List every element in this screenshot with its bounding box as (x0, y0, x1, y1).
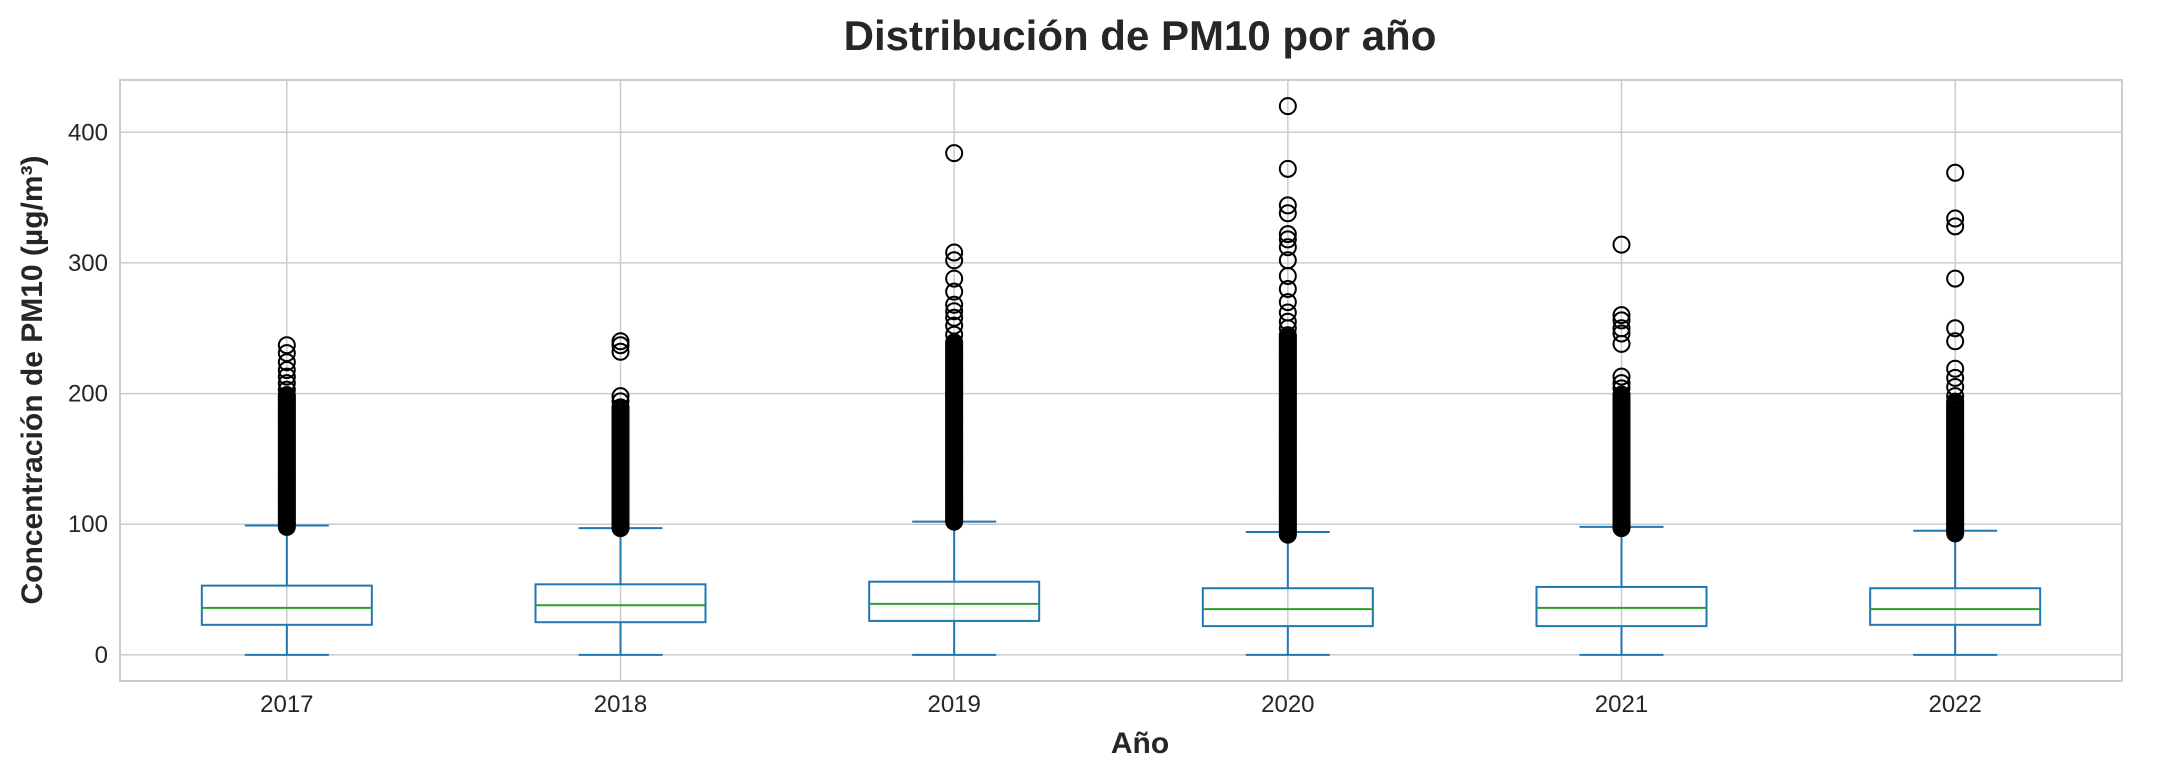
x-tick-labels: 2017 2018 2019 2020 2021 2022 (260, 691, 1982, 718)
outlier-point (1612, 319, 1631, 338)
box-plot-2022 (1869, 163, 2042, 656)
y-tick-label: 200 (68, 381, 108, 408)
outlier-point (277, 374, 296, 393)
y-tick-labels: 0 100 200 300 400 (68, 119, 108, 669)
x-tick-label: 2018 (594, 691, 647, 718)
iqr-box (534, 583, 707, 624)
iqr-box (1869, 587, 2042, 626)
grid-lines (120, 80, 2122, 681)
outlier-point (1278, 159, 1297, 178)
outlier-point (1612, 306, 1631, 325)
y-tick-label: 400 (68, 119, 108, 146)
outlier-point (1278, 225, 1297, 244)
outlier-point (1946, 319, 1965, 338)
outlier-point (611, 387, 630, 406)
outlier-point (1278, 280, 1297, 299)
outlier-point (277, 367, 296, 386)
box-plot-2018 (534, 332, 707, 656)
outlier-point (1946, 387, 1965, 406)
outlier-point (1612, 374, 1631, 393)
outlier-point (1946, 332, 1965, 351)
x-tick-label: 2020 (1261, 691, 1314, 718)
outlier-point (1946, 209, 1965, 228)
outlier-point (1278, 230, 1297, 249)
outlier-point (1278, 196, 1297, 215)
outlier-point (945, 144, 964, 163)
y-tick-label: 300 (68, 250, 108, 277)
outlier-point (945, 295, 964, 314)
box-plot-2020 (1201, 97, 1374, 656)
y-axis-title: Concentración de PM10 (µg/m³) (16, 155, 49, 604)
outlier-point (1946, 269, 1965, 288)
outlier-point (945, 302, 964, 321)
outlier-point (945, 316, 964, 335)
iqr-box (200, 584, 373, 626)
box-plot-2017 (200, 336, 373, 656)
outlier-point (1612, 311, 1631, 330)
y-tick-label: 0 (95, 642, 108, 669)
box-plot-2019 (868, 144, 1041, 656)
outlier-point (945, 269, 964, 288)
chart-title: Distribución de PM10 por año (844, 12, 1437, 59)
outlier-point (1278, 303, 1297, 322)
x-tick-label: 2022 (1928, 691, 1981, 718)
outlier-point (1278, 238, 1297, 257)
outlier-point (611, 342, 630, 361)
outlier-point (1612, 379, 1631, 398)
outlier-point (1946, 359, 1965, 378)
outlier-point (277, 386, 296, 405)
outlier-point (945, 308, 964, 327)
outlier-point (1946, 217, 1965, 236)
iqr-box (1201, 587, 1374, 628)
y-tick-label: 100 (68, 511, 108, 538)
x-tick-label: 2017 (260, 691, 313, 718)
outlier-point (1946, 392, 1965, 411)
x-tick-label: 2021 (1595, 691, 1648, 718)
outlier-point (1278, 312, 1297, 331)
outlier-point (1278, 326, 1297, 345)
outlier-point (1278, 97, 1297, 116)
iqr-box (1535, 585, 1708, 628)
outlier-point (1612, 385, 1631, 404)
plot-frame (119, 79, 2123, 682)
outlier-point (611, 332, 630, 351)
outlier-point (1946, 378, 1965, 397)
outlier-point (611, 398, 630, 417)
outlier-point (611, 392, 630, 411)
outlier-point (1612, 324, 1631, 343)
x-axis-title: Año (1111, 727, 1169, 760)
outlier-point (945, 282, 964, 301)
outlier-point (945, 243, 964, 262)
iqr-box (868, 580, 1041, 622)
box-plot-2021 (1535, 235, 1708, 656)
outlier-point (277, 344, 296, 363)
outlier-point (1612, 367, 1631, 386)
outlier-point (1278, 251, 1297, 270)
outlier-point (277, 380, 296, 399)
outlier-point (1946, 163, 1965, 182)
outlier-point (1612, 235, 1631, 254)
outlier-point (1278, 204, 1297, 223)
outlier-point (945, 251, 964, 270)
x-tick-label: 2019 (927, 691, 980, 718)
outlier-point (1278, 293, 1297, 312)
outlier-point (277, 336, 296, 355)
box-plots (200, 97, 2042, 656)
outlier-point (1946, 368, 1965, 387)
